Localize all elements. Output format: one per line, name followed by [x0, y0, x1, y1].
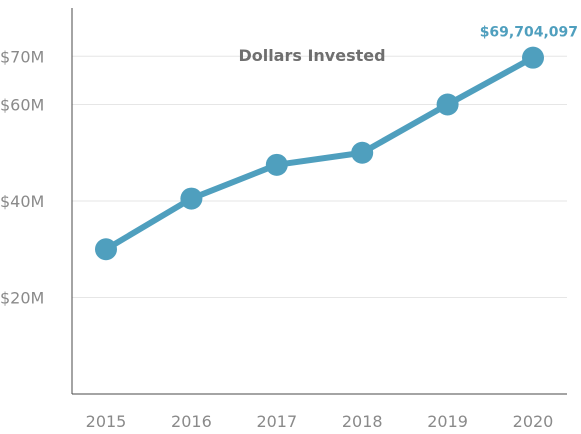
- data-points: [95, 46, 544, 261]
- data-point-2018[interactable]: [351, 141, 374, 164]
- y-tick-labels: $20M $40M $60M $70M: [0, 47, 44, 307]
- x-tick-label: 2017: [256, 412, 297, 431]
- y-tick-label: $70M: [0, 47, 44, 66]
- data-point-2020[interactable]: [522, 46, 544, 69]
- x-tick-label: 2015: [86, 412, 127, 431]
- x-tick-label: 2019: [427, 412, 468, 431]
- data-point-2015[interactable]: [95, 238, 117, 261]
- data-point-2016[interactable]: [180, 187, 203, 210]
- chart-title: Dollars Invested: [238, 46, 385, 65]
- grid-lines: [72, 55, 567, 298]
- data-series: [103, 54, 536, 253]
- x-tick-label: 2016: [171, 412, 212, 431]
- x-tick-label: 2020: [513, 412, 554, 431]
- y-tick-label: $60M: [0, 96, 44, 115]
- value-annotation: $69,704,097: [480, 25, 578, 41]
- series-line: [103, 54, 536, 253]
- x-tick-labels: 2015 2016 2017 2018 2019 2020: [86, 412, 554, 431]
- annotations: $69,704,097: [480, 25, 578, 41]
- data-point-2017[interactable]: [265, 153, 288, 176]
- y-tick-label: $20M: [0, 289, 44, 308]
- data-point-2019[interactable]: [436, 93, 459, 116]
- x-tick-label: 2018: [342, 412, 383, 431]
- y-tick-label: $40M: [0, 192, 44, 211]
- axes: [71, 8, 567, 395]
